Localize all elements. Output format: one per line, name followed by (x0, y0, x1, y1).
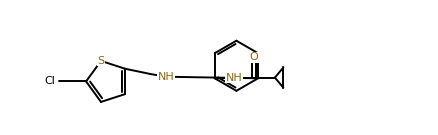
Text: Cl: Cl (44, 76, 55, 86)
Text: NH: NH (226, 73, 242, 83)
Text: O: O (250, 52, 258, 62)
Text: NH: NH (157, 72, 174, 82)
Text: S: S (97, 56, 105, 66)
